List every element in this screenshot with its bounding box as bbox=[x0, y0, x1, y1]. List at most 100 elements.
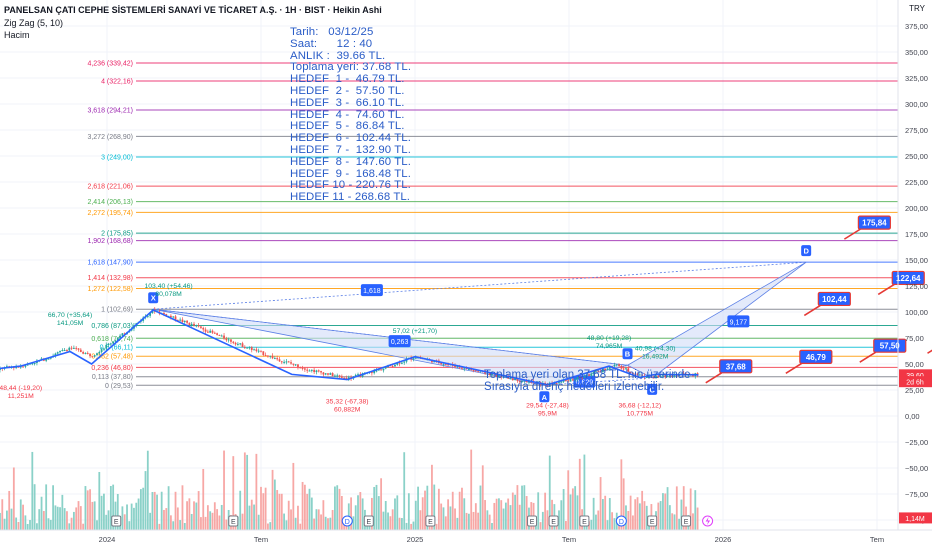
pattern-xd-line bbox=[153, 261, 807, 310]
volume-bar bbox=[539, 522, 542, 530]
candle-body bbox=[93, 355, 96, 357]
candle-body bbox=[574, 379, 577, 381]
price-axis[interactable]: −100,00−75,00−50,00−25,000,0025,0050,007… bbox=[0, 0, 932, 531]
earnings-marker-label: E bbox=[428, 519, 433, 526]
candle-body bbox=[396, 362, 399, 365]
candle-body bbox=[225, 338, 228, 341]
volume-bar bbox=[146, 450, 149, 530]
volume-bar bbox=[183, 523, 186, 530]
earnings-marker[interactable] bbox=[548, 515, 559, 527]
price-tag[interactable] bbox=[899, 369, 932, 381]
volume-bar bbox=[622, 478, 625, 530]
earnings-marker[interactable] bbox=[579, 515, 590, 527]
volume-bar bbox=[424, 490, 426, 530]
volume-bar bbox=[488, 514, 491, 530]
zigzag-label: 11,251M bbox=[8, 393, 34, 400]
note-line-2: Sırasıyla direnç hedefleri izlenebilir. bbox=[484, 381, 665, 393]
annotation-line: HEDEF 9 - 168.48 TL. bbox=[290, 167, 412, 180]
candle-body bbox=[650, 375, 653, 378]
volume-bar bbox=[340, 496, 343, 530]
chart-title: PANELSAN ÇATI CEPHE SİSTEMLERİ SANAYİ VE… bbox=[4, 5, 382, 15]
candle-body bbox=[604, 368, 607, 371]
volume-bar bbox=[313, 518, 316, 530]
volume-bar bbox=[562, 489, 565, 530]
volume-bar bbox=[70, 517, 73, 530]
candle-body bbox=[588, 374, 590, 376]
candle-body bbox=[595, 370, 597, 372]
annotation-line: HEDEF 2 - 57.50 TL. bbox=[290, 84, 405, 97]
candle-body bbox=[632, 372, 634, 374]
annotation-line: Tarih: 03/12/25 bbox=[290, 26, 374, 38]
volume-bar bbox=[197, 491, 200, 530]
candle-body bbox=[33, 363, 36, 365]
earnings-marker[interactable] bbox=[681, 515, 692, 527]
harmonic-pattern: X A B C D 0,263 0,629 9,177 1,618 bbox=[148, 245, 812, 403]
volume-bar bbox=[396, 495, 399, 530]
volume-bar bbox=[382, 511, 385, 530]
pattern-bcd bbox=[626, 261, 807, 379]
candle-body bbox=[56, 352, 59, 354]
earnings-marker[interactable] bbox=[363, 515, 374, 527]
volume-bar bbox=[595, 514, 597, 530]
candle-body bbox=[516, 377, 519, 381]
fib-level-label: 0,236 (46,80) bbox=[91, 365, 133, 372]
candle-body bbox=[47, 358, 50, 360]
price-tag[interactable] bbox=[899, 512, 932, 524]
earnings-marker[interactable] bbox=[228, 515, 239, 527]
candle-body bbox=[398, 362, 401, 364]
target-arrow bbox=[877, 283, 895, 296]
candle-body bbox=[22, 366, 24, 368]
pattern-point-label: C bbox=[649, 385, 655, 394]
volume-bar bbox=[574, 486, 577, 530]
time-axis[interactable]: Tem2024Tem2025Tem2026Tem2027Tem2028Tem20… bbox=[0, 535, 932, 544]
volume-bar bbox=[472, 511, 475, 530]
volume-bar bbox=[606, 520, 609, 530]
volume-bar bbox=[678, 518, 681, 530]
volume-bar bbox=[666, 487, 669, 530]
analysis-note: Toplama yeri olan 37,68 TL.'nin üzerinde… bbox=[484, 369, 691, 393]
volume-bar bbox=[144, 471, 147, 530]
volume-bar bbox=[290, 509, 292, 530]
zigzag-indicator-label[interactable]: Zig Zag (5, 10) bbox=[4, 18, 64, 28]
earnings-marker[interactable] bbox=[425, 515, 436, 527]
volume-bar bbox=[675, 486, 678, 530]
target-badge bbox=[799, 349, 833, 364]
dividend-marker[interactable] bbox=[615, 515, 627, 527]
candle-body bbox=[606, 368, 609, 371]
volume-bar bbox=[592, 497, 595, 530]
volume-bar bbox=[54, 505, 57, 530]
earnings-marker[interactable] bbox=[647, 515, 658, 527]
price-tag[interactable] bbox=[899, 376, 932, 388]
volume-bar bbox=[10, 508, 13, 530]
volume-indicator-label[interactable]: Hacim bbox=[4, 30, 30, 40]
volume-bar bbox=[218, 515, 221, 530]
volume-bar bbox=[292, 462, 295, 530]
ratio-label: 9,177 bbox=[730, 319, 748, 326]
candle-body bbox=[250, 347, 253, 351]
candle-body bbox=[253, 349, 255, 351]
dividend-marker[interactable] bbox=[341, 515, 353, 527]
pattern-point-label: X bbox=[151, 294, 156, 303]
volume-bar bbox=[474, 503, 477, 530]
candle-body bbox=[121, 333, 124, 336]
volume-bar bbox=[548, 455, 551, 530]
candle-body bbox=[112, 341, 115, 344]
volume-bar bbox=[636, 497, 639, 530]
zigzag-label: 48,80 (+19,28) bbox=[587, 335, 631, 342]
earnings-marker[interactable] bbox=[527, 515, 538, 527]
candle-body bbox=[310, 369, 313, 371]
volume-bar bbox=[638, 503, 641, 530]
candle-body bbox=[500, 374, 503, 378]
volume-bar bbox=[336, 485, 339, 530]
volume-bar bbox=[271, 469, 274, 530]
volume-bar bbox=[518, 504, 521, 530]
zigzag-label: 141,05M bbox=[57, 320, 84, 327]
volume-bar bbox=[597, 510, 600, 530]
candle-body bbox=[70, 347, 73, 349]
volume-bar bbox=[126, 504, 128, 530]
fibonacci-levels: 4,236 (339,42) 4 (322,16) 3,618 (294,21) 3,… bbox=[87, 61, 898, 390]
volume-bar bbox=[560, 500, 563, 530]
event-markers[interactable]: DEEDEEEEEDEE bbox=[0, 515, 714, 527]
earnings-marker[interactable] bbox=[111, 515, 122, 527]
